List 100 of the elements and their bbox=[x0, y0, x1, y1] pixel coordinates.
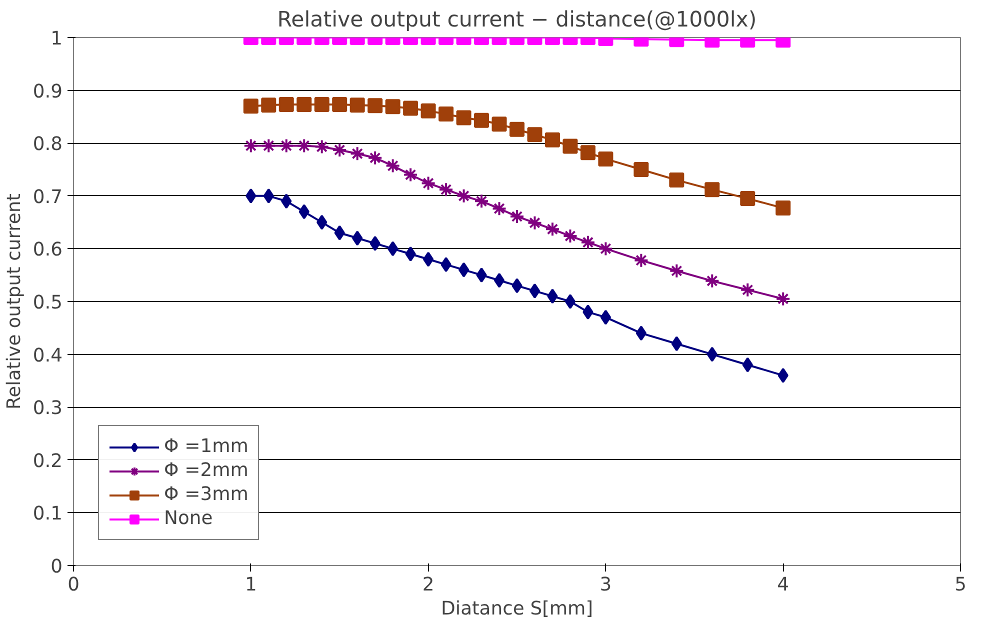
point bbox=[456, 188, 472, 204]
point bbox=[740, 282, 756, 298]
y-tick-label: 0.8 bbox=[32, 134, 62, 156]
point bbox=[476, 268, 487, 283]
x-tick-label: 5 bbox=[954, 574, 966, 596]
y-tick-label: 0.2 bbox=[32, 450, 62, 472]
point bbox=[243, 138, 258, 154]
point bbox=[246, 188, 256, 204]
point bbox=[403, 100, 418, 116]
point bbox=[243, 98, 258, 114]
point bbox=[405, 246, 416, 262]
y-tick-label: 0.6 bbox=[32, 240, 62, 261]
point bbox=[263, 188, 274, 204]
x-tick-label: 1 bbox=[244, 574, 257, 596]
y-tick-label: 0.9 bbox=[32, 81, 62, 102]
point bbox=[278, 138, 294, 154]
chart-title: Relative output current − distance(@1000lx) bbox=[277, 8, 757, 32]
point bbox=[281, 194, 292, 209]
legend-label: None bbox=[164, 508, 213, 529]
point bbox=[778, 368, 788, 383]
point bbox=[634, 252, 649, 268]
point bbox=[403, 167, 418, 182]
point bbox=[706, 346, 718, 362]
point bbox=[422, 252, 434, 267]
point bbox=[474, 194, 490, 209]
point bbox=[440, 257, 452, 272]
point bbox=[582, 304, 594, 320]
point bbox=[704, 273, 720, 288]
point bbox=[332, 97, 348, 112]
point bbox=[740, 191, 756, 206]
point bbox=[385, 99, 400, 114]
point bbox=[742, 357, 753, 372]
point bbox=[547, 288, 558, 304]
point bbox=[387, 241, 398, 256]
point bbox=[352, 230, 363, 246]
point bbox=[296, 97, 312, 112]
point bbox=[600, 310, 612, 325]
point bbox=[562, 138, 578, 154]
point bbox=[316, 214, 328, 230]
point bbox=[564, 294, 576, 309]
point bbox=[458, 262, 470, 278]
point bbox=[492, 201, 507, 216]
point bbox=[350, 146, 365, 162]
y-tick-label: 0.4 bbox=[32, 345, 62, 366]
point bbox=[634, 162, 649, 177]
y-tick-label: 0.5 bbox=[32, 292, 62, 314]
point bbox=[669, 263, 684, 278]
point bbox=[494, 272, 505, 288]
point bbox=[776, 291, 791, 306]
point bbox=[368, 98, 383, 114]
point bbox=[580, 145, 596, 160]
point bbox=[492, 116, 507, 132]
x-tick-label: 0 bbox=[68, 574, 80, 596]
point bbox=[438, 106, 454, 122]
point bbox=[261, 138, 276, 154]
point bbox=[474, 112, 490, 128]
point bbox=[580, 234, 596, 250]
point bbox=[776, 200, 791, 216]
y-tick-label: 0.3 bbox=[32, 398, 62, 420]
point bbox=[529, 283, 540, 298]
y-tick-label: 0 bbox=[50, 556, 63, 578]
point bbox=[420, 103, 436, 118]
x-tick-label: 2 bbox=[422, 574, 434, 596]
point bbox=[368, 150, 383, 166]
y-tick-label: 0.7 bbox=[32, 186, 62, 208]
point bbox=[544, 132, 560, 148]
point bbox=[598, 241, 614, 256]
legend-label: Φ =1mm bbox=[164, 436, 248, 457]
point bbox=[544, 222, 560, 237]
point bbox=[385, 158, 400, 174]
point bbox=[420, 176, 436, 191]
point bbox=[314, 97, 330, 112]
point bbox=[438, 182, 454, 198]
point bbox=[456, 110, 472, 126]
y-tick-label: 1 bbox=[50, 28, 63, 50]
point bbox=[298, 204, 310, 220]
point bbox=[334, 225, 345, 240]
x-axis-title: Diatance S[mm] bbox=[441, 598, 593, 620]
point bbox=[527, 215, 542, 230]
x-tick-label: 4 bbox=[777, 574, 790, 596]
point bbox=[562, 228, 578, 244]
point bbox=[510, 208, 524, 224]
point bbox=[296, 138, 312, 154]
point bbox=[278, 97, 294, 112]
point bbox=[512, 278, 522, 294]
y-tick-label: 0.1 bbox=[32, 504, 62, 525]
legend-label: Φ =2mm bbox=[164, 460, 248, 481]
point bbox=[510, 122, 524, 137]
legend-label: Φ =3mm bbox=[164, 484, 248, 505]
x-tick-label: 3 bbox=[600, 574, 612, 596]
point bbox=[636, 326, 647, 341]
point bbox=[350, 98, 365, 113]
point bbox=[598, 151, 614, 166]
point bbox=[669, 172, 684, 188]
point bbox=[261, 98, 276, 113]
point bbox=[314, 139, 330, 154]
point bbox=[671, 336, 682, 352]
y-axis-title: Relative output current bbox=[4, 194, 25, 410]
point bbox=[332, 142, 348, 158]
point bbox=[527, 127, 542, 142]
